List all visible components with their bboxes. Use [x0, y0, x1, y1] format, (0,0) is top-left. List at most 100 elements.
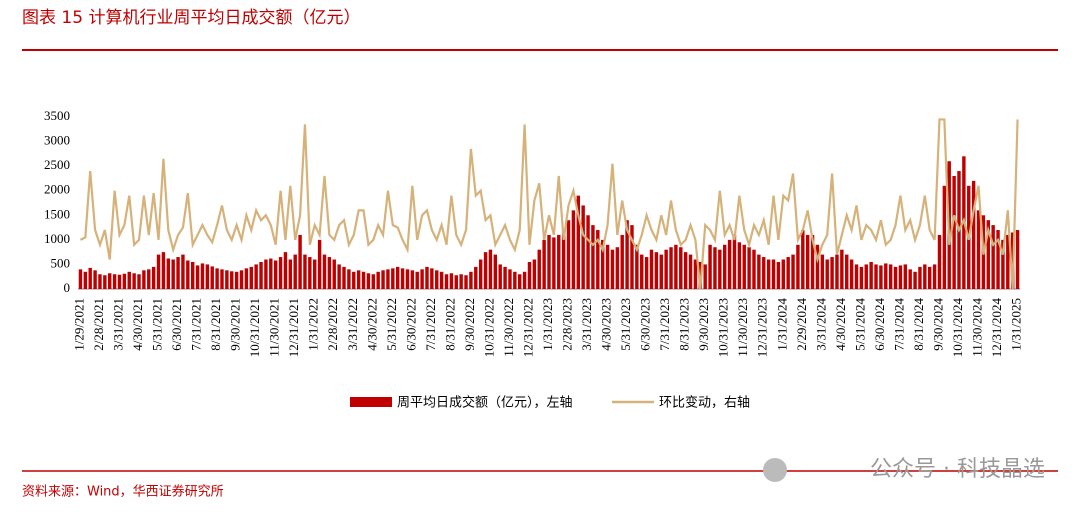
bar [815, 244, 820, 289]
bar [659, 254, 663, 289]
bar [884, 263, 888, 289]
bar [522, 271, 527, 289]
y-tick-label: 0 [64, 280, 71, 295]
bar [727, 239, 732, 289]
bar [591, 225, 595, 289]
bar [108, 273, 112, 289]
bar [615, 247, 620, 289]
bar [679, 247, 683, 289]
bar [234, 271, 239, 289]
bar [503, 266, 507, 289]
bar [888, 264, 893, 289]
bar [781, 259, 785, 289]
bar [532, 259, 537, 289]
x-tick-label: 2/28/2022 [325, 298, 340, 351]
bar [752, 249, 756, 289]
bar [166, 258, 171, 289]
bar [576, 195, 580, 289]
bar [156, 254, 161, 289]
bar [561, 230, 566, 289]
bar [283, 252, 288, 289]
y-tick-label: 2000 [44, 182, 70, 197]
bar [444, 274, 449, 289]
bar [918, 266, 922, 289]
bar [151, 266, 156, 289]
bar [225, 270, 229, 289]
x-tick-label: 12/31/2021 [286, 298, 301, 357]
bar [293, 254, 297, 289]
bar [1001, 239, 1005, 289]
bar [420, 269, 424, 289]
x-tick-label: 1/29/2021 [71, 298, 86, 351]
bar [430, 268, 434, 289]
bar [825, 259, 829, 289]
bar [186, 260, 190, 289]
bar [322, 254, 327, 289]
bar [854, 264, 859, 289]
bar [952, 175, 956, 289]
bar [898, 265, 903, 289]
bar [840, 249, 844, 289]
x-tick-label: 4/30/2022 [364, 298, 379, 351]
x-tick-label: 10/31/2021 [247, 298, 262, 357]
x-tick-label: 5/31/2023 [618, 298, 633, 351]
x-tick-label: 7/31/2021 [189, 298, 204, 351]
x-tick-label: 2/28/2021 [91, 298, 106, 351]
bar [210, 266, 214, 289]
bar [342, 266, 346, 289]
bar [630, 225, 634, 289]
legend-label: 周平均日成交额（亿元），左轴 [397, 395, 573, 411]
bar [176, 257, 180, 289]
bar [410, 270, 415, 289]
bar [845, 254, 849, 289]
bar [581, 205, 585, 289]
bar [923, 264, 927, 289]
x-tick-label: 6/30/2024 [872, 298, 887, 351]
x-tick-label: 3/31/2022 [345, 298, 360, 351]
bar [254, 264, 258, 289]
bar [425, 266, 429, 289]
watermark-icon [763, 458, 787, 482]
bar [205, 264, 210, 289]
x-tick-label: 6/30/2021 [169, 298, 184, 351]
bar [98, 274, 102, 289]
bar [273, 260, 278, 289]
bar [498, 264, 502, 289]
bar [683, 252, 688, 289]
x-tick-label: 1/31/2023 [540, 298, 555, 351]
bar [737, 242, 742, 289]
bar [542, 239, 546, 289]
bar [991, 225, 995, 289]
bar [830, 257, 834, 289]
chart-title: 图表 15 计算机行业周平均日成交额（亿元） [22, 8, 360, 28]
bar [996, 230, 1000, 289]
x-tick-label: 3/31/2021 [110, 298, 125, 351]
x-tick-label: 3/31/2024 [813, 298, 828, 351]
bar [303, 254, 307, 289]
bar [552, 237, 556, 289]
bar [161, 252, 166, 289]
bar [395, 266, 400, 289]
bar [1015, 230, 1020, 289]
bar [137, 274, 141, 289]
bar [757, 254, 761, 289]
bar [600, 239, 605, 289]
bar [127, 271, 131, 289]
bar [308, 257, 312, 289]
x-tick-label: 9/30/2023 [696, 298, 711, 351]
y-tick-label: 1500 [44, 206, 70, 221]
bar [142, 270, 146, 289]
bar [259, 261, 263, 289]
bar [439, 271, 444, 289]
bar [718, 249, 722, 289]
x-tick-label: 8/31/2022 [442, 298, 457, 351]
x-tick-label: 7/31/2023 [657, 298, 672, 351]
bar [776, 261, 781, 289]
x-tick-label: 4/30/2023 [599, 298, 614, 351]
bar [874, 264, 878, 289]
bar [78, 269, 83, 289]
bar [361, 271, 366, 289]
bar [869, 261, 873, 289]
bar [810, 234, 815, 289]
